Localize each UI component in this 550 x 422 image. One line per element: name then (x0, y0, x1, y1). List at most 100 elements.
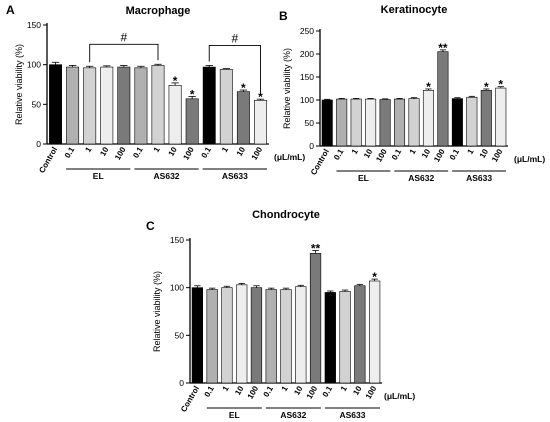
significance-star: * (258, 90, 263, 104)
bar (422, 90, 434, 147)
y-axis-label: Relative viability (%) (14, 44, 24, 125)
significance-star: * (498, 78, 503, 92)
bar (437, 51, 449, 147)
bar (350, 98, 362, 147)
bar (354, 285, 366, 384)
comparison-bracket (208, 45, 261, 96)
unit-label: (μL/mL) (274, 152, 305, 162)
bar (408, 98, 420, 147)
x-tick-label: 10 (420, 147, 433, 160)
x-tick-label: 100 (113, 145, 128, 162)
panel-letter: B (279, 9, 288, 23)
x-tick-label: 0.1 (203, 384, 217, 399)
unit-label: (μL/mL) (514, 154, 545, 164)
x-tick-label: 1 (350, 147, 360, 156)
y-tick-label: 100 (300, 95, 314, 105)
bar (236, 91, 250, 145)
group-label: EL (358, 173, 369, 183)
y-tick-label: 100 (27, 60, 41, 70)
significance-star: * (190, 87, 195, 101)
group-label: AS633 (339, 410, 365, 420)
comparison-bracket (89, 43, 159, 63)
bar (339, 291, 351, 384)
bar (451, 98, 463, 147)
bar (365, 98, 377, 147)
x-tick-label: 10 (478, 147, 491, 160)
x-tick-label: 100 (364, 384, 379, 401)
bar (309, 253, 322, 384)
y-tick-label: 250 (300, 26, 314, 36)
x-tick-label: 1 (466, 147, 476, 156)
bar (368, 280, 381, 384)
significance-star: * (173, 74, 178, 88)
chart-title: Macrophage (126, 5, 191, 17)
bar (480, 90, 492, 147)
x-tick-label: 100 (181, 145, 196, 162)
x-tick-label: 100 (246, 384, 261, 401)
x-tick-label: 10 (235, 145, 248, 158)
y-axis-label: Relative viability (%) (282, 48, 292, 129)
y-tick-label: 150 (300, 72, 314, 82)
x-tick-label: 1 (280, 384, 290, 393)
panel-letter: C (146, 219, 155, 233)
x-tick-label: 100 (490, 147, 505, 164)
bar (66, 66, 80, 145)
bar (379, 99, 391, 147)
significance-star: * (372, 270, 377, 284)
significance-star: * (241, 81, 246, 95)
bar (324, 292, 336, 384)
y-tick-label: 200 (300, 49, 314, 59)
x-tick-label: Control (309, 148, 331, 177)
x-tick-label: 10 (292, 384, 305, 397)
bar (206, 289, 218, 384)
bar (49, 64, 62, 145)
y-axis-label: Relative viability (%) (152, 271, 162, 352)
x-tick-label: 1 (339, 384, 349, 393)
bar (250, 287, 263, 384)
bar (394, 98, 406, 147)
bar (83, 67, 97, 145)
y-tick-label: 50 (305, 118, 315, 128)
group-label: AS632 (280, 410, 306, 420)
y-tick-label: 50 (32, 99, 42, 109)
x-tick-label: 100 (374, 147, 389, 164)
bar (280, 289, 292, 384)
y-tick-label: 50 (175, 330, 185, 340)
bar (321, 99, 333, 147)
y-tick-label: 0 (309, 141, 314, 151)
panel-letter: A (6, 3, 15, 17)
x-tick-label: 1 (220, 145, 230, 154)
bar (202, 66, 216, 145)
bar (336, 98, 348, 147)
x-tick-label: 0.1 (200, 145, 214, 160)
group-label: AS633 (466, 173, 492, 183)
bar (219, 69, 233, 145)
significance-star: * (484, 80, 489, 94)
bar (185, 98, 199, 145)
bar (151, 65, 165, 145)
group-label: AS632 (154, 171, 180, 181)
x-tick-label: 10 (351, 384, 364, 397)
bar (265, 289, 277, 384)
x-tick-label: 100 (250, 145, 265, 162)
significance-star: * (426, 80, 431, 94)
group-label: EL (229, 410, 240, 420)
group-label: EL (93, 171, 104, 181)
y-tick-label: 0 (179, 378, 184, 388)
significance-star: ** (311, 241, 321, 255)
x-tick-label: 0.1 (321, 384, 335, 399)
group-label: AS632 (408, 173, 434, 183)
significance-hash: # (121, 30, 128, 44)
y-tick-label: 150 (170, 235, 184, 245)
x-tick-label: Control (37, 146, 59, 175)
bar (466, 96, 478, 147)
x-tick-label: 0.1 (332, 147, 346, 162)
unit-label: (μL/mL) (384, 391, 415, 401)
x-tick-label: 100 (432, 147, 447, 164)
bar (221, 287, 233, 384)
chart-title: Keratinocyte (381, 4, 448, 16)
bar (495, 87, 507, 147)
